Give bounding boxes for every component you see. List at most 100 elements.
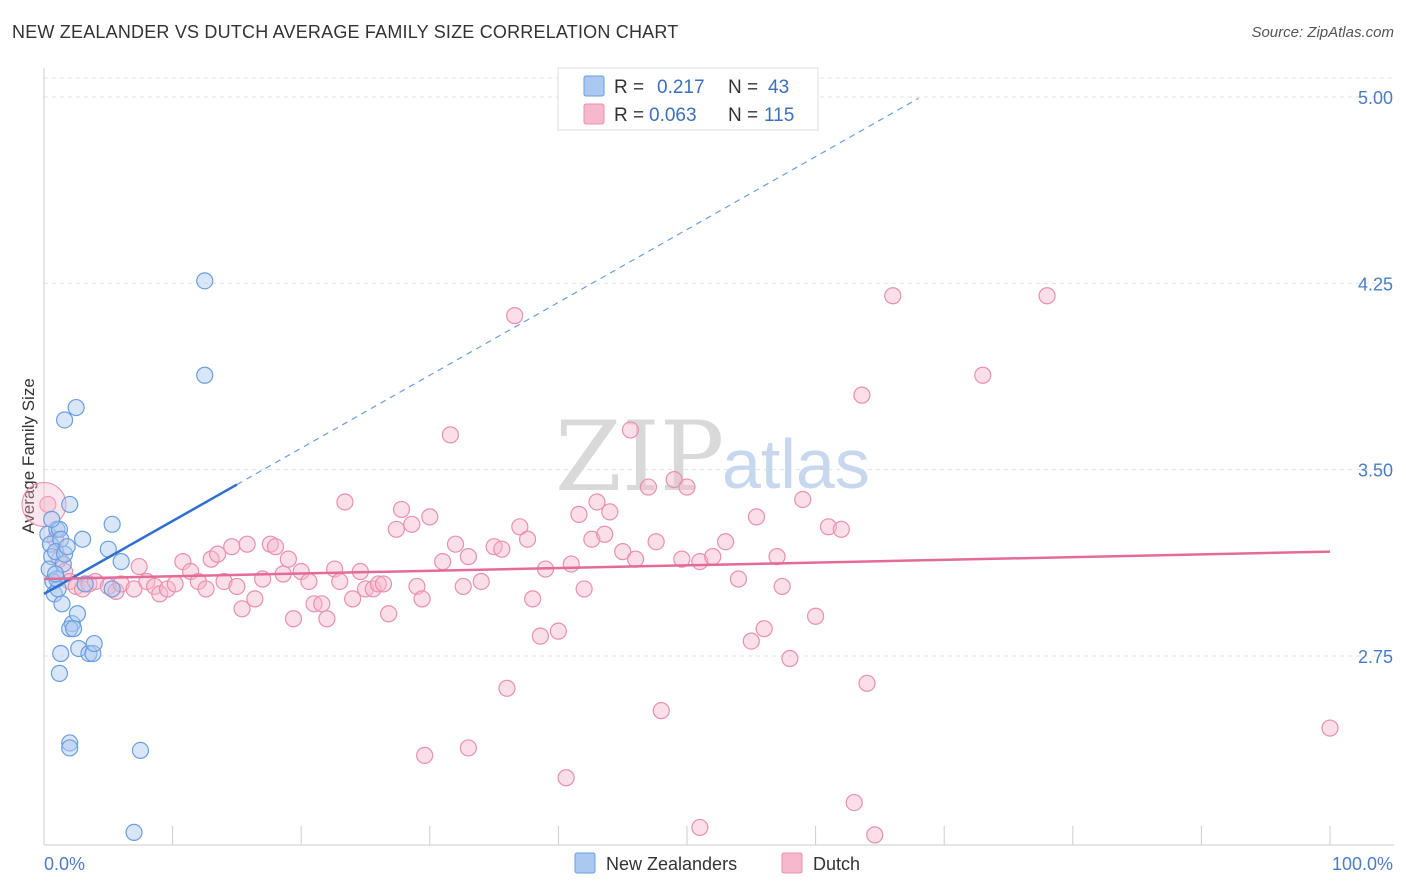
new-zealander-point xyxy=(67,398,85,417)
dutch-point xyxy=(806,607,825,625)
new-zealander-point xyxy=(53,595,71,613)
dutch-point xyxy=(562,555,580,573)
dutch-point xyxy=(773,577,791,596)
dutch-point xyxy=(531,627,549,645)
dutch-point xyxy=(223,538,241,556)
dutch-point xyxy=(601,503,619,521)
new-zealander-point xyxy=(85,634,103,653)
dutch-point xyxy=(588,493,606,511)
dutch-point xyxy=(1321,719,1339,737)
dutch-point xyxy=(570,505,588,523)
dutch-point xyxy=(498,679,516,697)
dutch-point xyxy=(197,580,215,598)
dutch-point xyxy=(336,493,354,511)
dutch-point xyxy=(434,552,452,571)
new-zealander-point xyxy=(196,366,214,384)
y-tick-label: 2.75 xyxy=(1358,647,1393,667)
legend-r-label-2: R = xyxy=(614,105,644,126)
dutch-point xyxy=(130,557,148,576)
dutch-point xyxy=(511,518,529,536)
dutch-point xyxy=(858,674,876,692)
new-zealander-point xyxy=(68,605,87,623)
dutch-point xyxy=(459,739,477,757)
new-zealander-points xyxy=(39,272,214,841)
dutch-point xyxy=(716,533,735,551)
new-zealander-trend-line xyxy=(43,483,238,595)
new-zealander-point xyxy=(58,538,76,556)
dutch-point xyxy=(729,570,748,588)
watermark: ZIP atlas xyxy=(555,401,870,513)
dutch-point xyxy=(209,545,227,563)
dutch-point xyxy=(742,632,760,650)
new-zealander-point xyxy=(61,620,79,638)
new-zealander-point xyxy=(61,734,79,752)
x-tick-min: 0.0% xyxy=(44,854,85,874)
bottom-legend-pink-swatch xyxy=(781,852,803,874)
new-zealander-point xyxy=(103,515,121,533)
dutch-point xyxy=(832,520,850,538)
dutch-point xyxy=(344,590,362,608)
dutch-point xyxy=(557,769,575,787)
dutch-point xyxy=(441,426,459,444)
dutch-point xyxy=(166,575,184,593)
y-tick-label: 3.50 xyxy=(1358,461,1393,481)
dutch-point xyxy=(704,548,722,566)
dutch-point xyxy=(228,577,246,596)
new-zealander-point xyxy=(55,411,74,429)
dutch-point xyxy=(614,543,632,561)
legend-n-label-1: N = xyxy=(728,77,758,98)
dutch-point xyxy=(300,572,318,591)
series-legend: New Zealanders Dutch xyxy=(574,852,860,874)
dutch-point xyxy=(416,746,434,764)
axes xyxy=(43,68,1394,846)
legend-n-label-2: N = xyxy=(728,105,758,126)
dutch-point xyxy=(238,535,256,553)
dutch-point xyxy=(845,793,863,812)
legend-n-value-2: 115 xyxy=(764,105,794,126)
y-tick-label: 4.25 xyxy=(1358,274,1393,294)
dutch-point xyxy=(331,572,349,591)
dutch-point xyxy=(1038,287,1056,305)
dutch-point xyxy=(596,525,614,543)
dutch-point xyxy=(506,307,524,325)
grid-lines xyxy=(44,77,1394,657)
dutch-point xyxy=(626,550,645,568)
dutch-point xyxy=(866,826,884,844)
dutch-point xyxy=(647,533,665,551)
dutch-point-large xyxy=(21,481,67,527)
y-tick-labels: 2.75 3.50 4.25 5.00 xyxy=(1358,88,1393,667)
legend-pink-swatch xyxy=(583,103,605,125)
new-zealander-point xyxy=(76,575,94,593)
legend-r-value-2: 0.063 xyxy=(649,105,697,126)
new-zealander-trend-extension xyxy=(236,97,919,486)
dutch-point xyxy=(755,620,773,638)
dutch-point xyxy=(369,575,387,593)
new-zealander-point xyxy=(196,272,214,290)
dutch-point xyxy=(639,478,658,496)
y-tick-label: 5.00 xyxy=(1358,88,1393,108)
legend-n-value-1: 43 xyxy=(768,77,789,98)
dutch-point xyxy=(459,548,477,566)
source-label: Source: ZipAtlas.com xyxy=(1251,24,1394,41)
dutch-point xyxy=(125,580,143,598)
dutch-point xyxy=(819,518,838,536)
dutch-point xyxy=(652,702,670,720)
dutch-point xyxy=(284,610,303,628)
dutch-point xyxy=(575,580,593,598)
new-zealander-point xyxy=(50,664,69,682)
dutch-point xyxy=(518,530,537,548)
dutch-point xyxy=(781,649,799,668)
bottom-legend-new-zealanders: New Zealanders xyxy=(606,854,737,874)
dutch-point xyxy=(112,575,130,593)
new-zealander-point xyxy=(61,739,79,757)
dutch-point xyxy=(974,366,992,384)
dutch-point xyxy=(678,478,696,496)
x-tick-max: 100.0% xyxy=(1332,854,1393,874)
dutch-point xyxy=(665,471,683,489)
dutch-point xyxy=(524,590,542,608)
new-zealander-point xyxy=(112,552,130,571)
dutch-point xyxy=(853,386,871,404)
trend-lines xyxy=(43,97,1331,595)
new-zealander-point xyxy=(43,510,61,528)
new-zealander-point xyxy=(103,580,121,598)
